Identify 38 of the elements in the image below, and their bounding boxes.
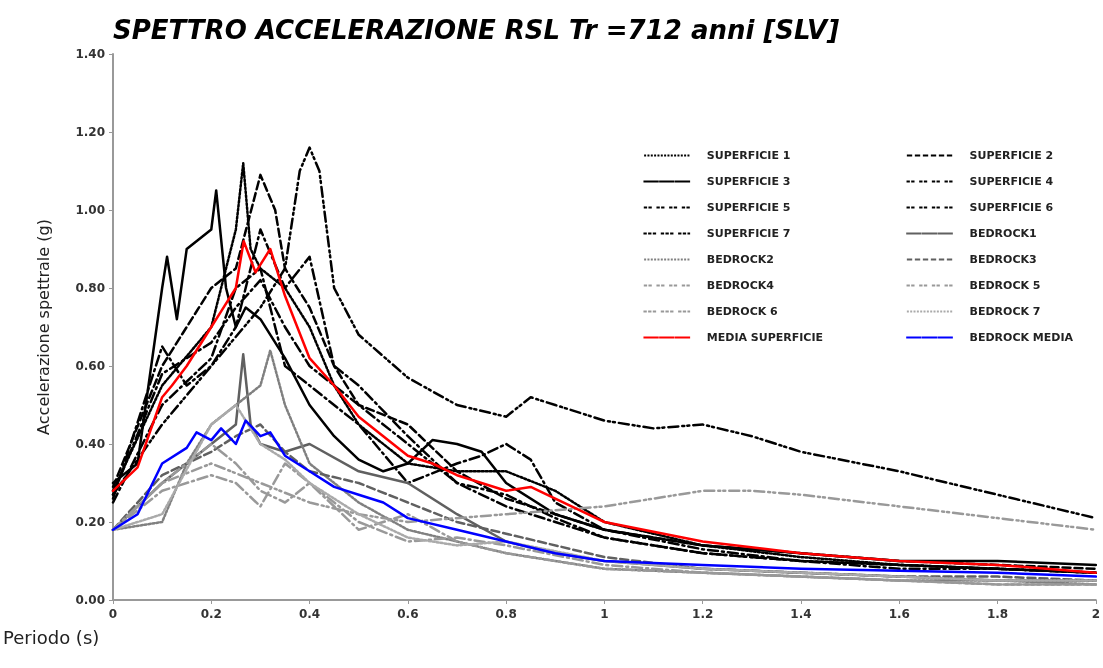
legend-label: SUPERFICIE 6 — [969, 201, 1054, 214]
y-tick-label: 0.60 — [75, 359, 105, 373]
chart-title: SPETTRO ACCELERAZIONE RSL Tr =712 anni [SLV] — [113, 15, 840, 45]
x-tick-label: 1.4 — [790, 607, 812, 621]
legend-label: BEDROCK1 — [969, 227, 1037, 240]
x-axis-title: Periodo (s) — [3, 626, 100, 648]
y-axis-title: Accelerazione spettrale (g) — [33, 219, 53, 435]
legend-label: SUPERFICIE 7 — [706, 227, 791, 240]
legend-label: BEDROCK4 — [706, 279, 775, 292]
x-tick-label: 2 — [1091, 607, 1100, 621]
x-tick-label: 0 — [108, 607, 118, 621]
y-tick-label: 0.00 — [75, 593, 105, 607]
legend-label: BEDROCK 6 — [706, 305, 779, 318]
x-tick-label: 1 — [600, 607, 609, 621]
y-tick-label: 1.20 — [75, 125, 105, 139]
x-tick-label: 1.6 — [888, 607, 910, 621]
y-tick-label: 1.40 — [75, 47, 105, 61]
legend-label: BEDROCK3 — [969, 253, 1037, 266]
x-tick-label: 0.4 — [298, 607, 321, 621]
legend-label: SUPERFICIE 3 — [706, 175, 791, 188]
legend-label: SUPERFICIE 4 — [969, 175, 1054, 188]
legend-label: BEDROCK MEDIA — [969, 331, 1074, 344]
x-tick-label: 1.8 — [986, 607, 1009, 621]
legend-label: BEDROCK2 — [706, 253, 774, 266]
legend-label: SUPERFICIE 1 — [706, 149, 791, 162]
y-tick-label: 0.40 — [75, 437, 105, 451]
legend-label: BEDROCK 7 — [969, 305, 1041, 318]
y-tick-label: 0.20 — [75, 515, 105, 529]
x-tick-label: 0.8 — [495, 607, 517, 621]
x-tick-label: 0.2 — [200, 607, 222, 621]
x-tick-label: 0.6 — [397, 607, 419, 621]
legend-label: MEDIA SUPERFICIE — [706, 331, 823, 344]
legend-label: SUPERFICIE 5 — [706, 201, 791, 214]
legend-label: BEDROCK 5 — [969, 279, 1041, 292]
x-tick-label: 1.2 — [692, 607, 714, 621]
y-tick-label: 0.80 — [75, 281, 105, 295]
y-tick-label: 1.00 — [75, 203, 105, 217]
legend-label: SUPERFICIE 2 — [969, 149, 1054, 162]
